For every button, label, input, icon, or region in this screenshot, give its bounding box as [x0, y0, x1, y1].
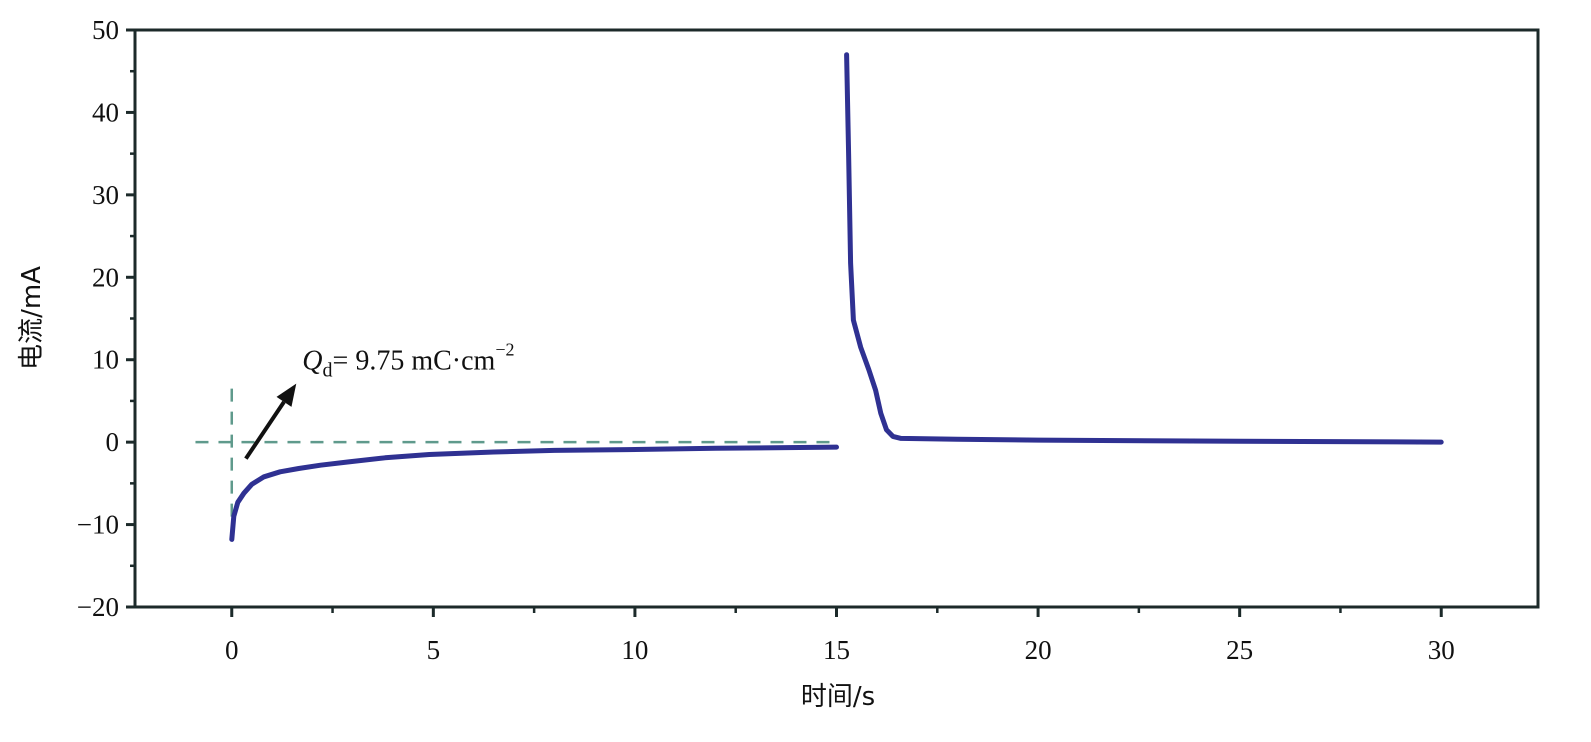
series-group: [229, 52, 1444, 542]
annotation-label: Qd= 9.75 mC·cm−2: [302, 340, 514, 382]
y-tick-label: −20: [77, 592, 119, 622]
y-axis-title: 电流/mA: [17, 266, 47, 370]
x-tick-label: 25: [1226, 635, 1253, 665]
y-tick-label: 50: [92, 15, 119, 45]
y-tick-label: 30: [92, 180, 119, 210]
series-line-stripping: [844, 52, 1444, 445]
y-tick-label: 20: [92, 262, 119, 292]
annotation-subscript: d: [323, 360, 333, 382]
annotation: Qd= 9.75 mC·cm−2: [244, 340, 514, 460]
x-axis-title: 时间/s: [801, 682, 875, 712]
axes: [133, 28, 1540, 609]
series-line-deposition: [229, 444, 839, 542]
x-tick-label: 20: [1025, 635, 1052, 665]
ticks: −20 −10 0 10 20 30 40 50 0 5 10 15 20 25 30: [77, 15, 1455, 665]
annotation-symbol: Q: [302, 346, 322, 377]
plot-frame: [133, 28, 1540, 609]
x-tick-label: 5: [427, 635, 441, 665]
y-tick-label: −10: [77, 510, 119, 540]
dashed-guides: [195, 388, 837, 546]
y-tick-label: 0: [106, 427, 120, 457]
x-tick-label: 15: [823, 635, 850, 665]
x-tick-label: 0: [225, 635, 239, 665]
arrow-head-icon: [276, 383, 297, 407]
annotation-arrow: [244, 400, 286, 460]
y-tick-label: 10: [92, 345, 119, 375]
annotation-superscript: −2: [495, 340, 514, 360]
y-tick-label: 40: [92, 97, 119, 127]
x-tick-label: 10: [621, 635, 648, 665]
annotation-text: = 9.75 mC·cm: [333, 346, 496, 377]
x-tick-label: 30: [1428, 635, 1455, 665]
